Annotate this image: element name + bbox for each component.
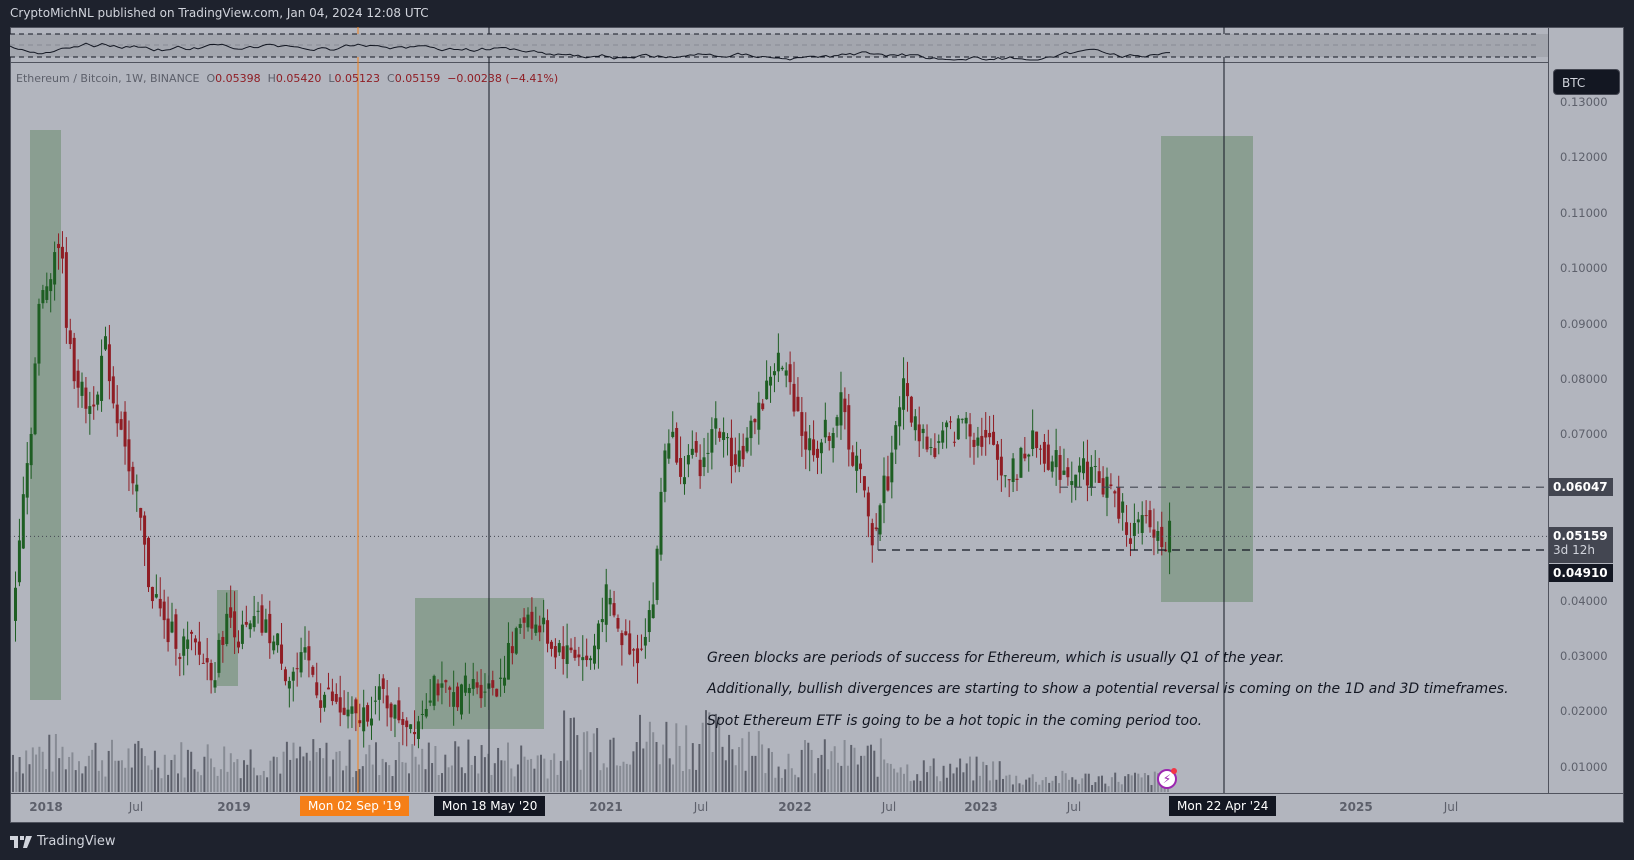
time-tick: 2023 [964, 800, 998, 814]
time-tick: 2022 [778, 800, 812, 814]
price-tick: 0.01000 [1560, 759, 1608, 774]
success-period-box [415, 598, 544, 729]
price-tick: 0.02000 [1560, 704, 1608, 719]
time-tick: Jul [881, 800, 897, 814]
currency-button[interactable]: BTC [1553, 69, 1620, 95]
orange-crosshair-date: Mon 02 Sep '19 [300, 796, 410, 816]
open-value: 0.05398 [215, 72, 261, 85]
annotation-line-1: Green blocks are periods of success for … [707, 650, 1285, 666]
publish-header: CryptoMichNL published on TradingView.co… [0, 0, 1634, 27]
time-tick: Jul [1443, 800, 1459, 814]
price-axis[interactable] [1548, 27, 1624, 793]
low-value: 0.05123 [334, 72, 381, 85]
chart-frame [10, 27, 1624, 823]
time-tick: Jul [693, 800, 709, 814]
success-period-box [1161, 136, 1253, 602]
bar-countdown: 3d 12h [1553, 543, 1595, 557]
high-value: 0.05420 [275, 72, 322, 85]
tradingview-logo-icon [10, 835, 32, 848]
price-tick: 0.07000 [1560, 427, 1608, 442]
time-tick: 2018 [29, 800, 63, 814]
price-tick: 0.09000 [1560, 316, 1608, 331]
time-tick: Jul [128, 800, 144, 814]
tradingview-logo[interactable]: TradingView [10, 834, 116, 849]
support-price-label: 0.04910 [1549, 564, 1613, 582]
publish-title: CryptoMichNL published on TradingView.co… [10, 6, 429, 20]
change-value: −0.00238 (−4.41%) [447, 72, 559, 85]
symbol-legend: Ethereum / Bitcoin, 1W, BINANCE O0.05398… [16, 72, 559, 85]
annotation-line-2: Additionally, bullish divergences are st… [707, 681, 1509, 697]
close-value: 0.05159 [394, 72, 441, 85]
crosshair-date-2: Mon 22 Apr '24 [1169, 796, 1277, 816]
price-tick: 0.08000 [1560, 372, 1608, 386]
news-flash-icon[interactable]: ⚡ [1157, 769, 1177, 789]
time-tick: Jul [1066, 800, 1082, 814]
time-axis[interactable] [10, 793, 1624, 823]
price-tick: 0.13000 [1560, 95, 1608, 109]
price-tick: 0.04000 [1560, 593, 1608, 608]
annotation-line-3: Spot Ethereum ETF is going to be a hot t… [707, 713, 1203, 729]
resistance-price-label: 0.06047 [1549, 478, 1613, 496]
price-tick: 0.12000 [1560, 150, 1608, 165]
news-alert-dot [1171, 768, 1177, 774]
crosshair-date-1: Mon 18 May '20 [434, 796, 546, 816]
price-tick: 0.11000 [1560, 205, 1608, 220]
price-tick: 0.03000 [1560, 649, 1608, 663]
symbol-name: Ethereum / Bitcoin, 1W, BINANCE [16, 72, 200, 85]
time-tick: 2025 [1339, 800, 1373, 814]
last-price-label: 0.05159 3d 12h [1549, 527, 1613, 563]
rsi-pane [10, 27, 1548, 63]
time-tick: 2021 [589, 800, 623, 814]
price-tick: 0.10000 [1560, 261, 1608, 276]
time-tick: 2019 [217, 800, 251, 814]
